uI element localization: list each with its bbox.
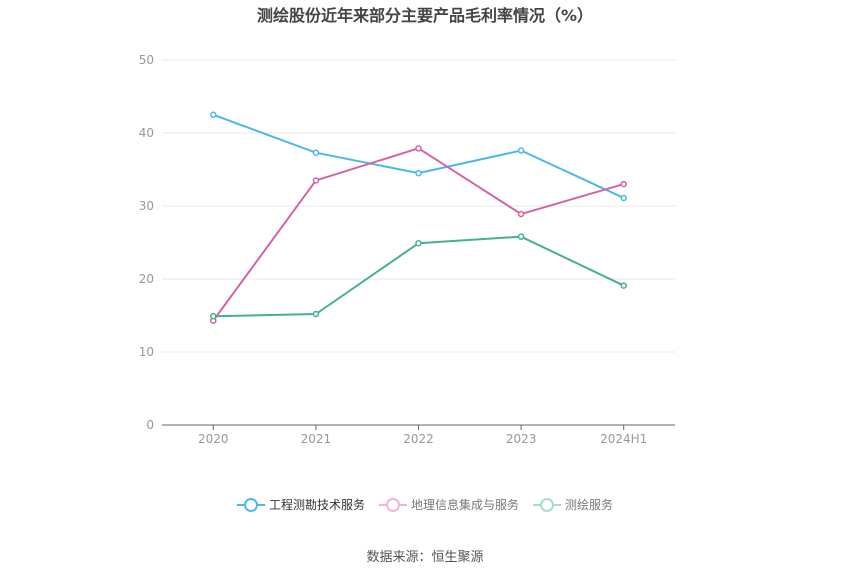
chart-title: 测绘股份近年来部分主要产品毛利率情况（%） bbox=[256, 6, 594, 25]
legend-swatch-icon bbox=[533, 497, 561, 512]
axes: 0 10 20 30 40 50 2020 2021 2022 2023 2024H1 bbox=[139, 53, 675, 446]
data-point bbox=[312, 149, 320, 156]
y-tick-label: 20 bbox=[139, 272, 154, 286]
data-point bbox=[210, 312, 217, 320]
data-point bbox=[312, 310, 320, 318]
legend-item-0[interactable]: 工程测勘技术服务 bbox=[236, 496, 365, 513]
data-point bbox=[517, 210, 525, 218]
legend-swatch-icon bbox=[236, 497, 265, 512]
data-point bbox=[415, 145, 422, 152]
y-tick-label: 10 bbox=[139, 345, 154, 359]
legend-label: 地理信息集成与服务 bbox=[410, 498, 519, 512]
y-tick-label: 0 bbox=[146, 418, 154, 432]
series-line bbox=[212, 113, 625, 199]
data-point bbox=[620, 282, 627, 289]
data-point bbox=[620, 194, 627, 202]
legend-swatch-icon bbox=[378, 497, 407, 512]
data-point bbox=[415, 239, 422, 247]
y-tick-label: 50 bbox=[139, 53, 154, 67]
legend-label: 测绘服务 bbox=[565, 498, 614, 512]
x-tick-label: 2023 bbox=[506, 432, 537, 446]
data-point bbox=[415, 169, 422, 177]
grid-lines bbox=[162, 59, 675, 353]
data-point bbox=[620, 180, 627, 188]
source-note: 数据来源：恒生聚源 bbox=[366, 550, 484, 565]
y-tick-label: 40 bbox=[139, 126, 154, 140]
legend-label: 工程测勘技术服务 bbox=[268, 498, 365, 512]
data-point bbox=[517, 147, 525, 154]
legend-item-2[interactable]: 测绘服务 bbox=[533, 496, 613, 513]
legend: 工程测勘技术服务 地理信息集成与服务 测绘服务 bbox=[0, 496, 850, 513]
legend-item-1[interactable]: 地理信息集成与服务 bbox=[378, 496, 519, 513]
data-point bbox=[312, 177, 320, 184]
x-tick-label: 2024H1 bbox=[600, 432, 647, 446]
series-1 bbox=[210, 145, 627, 324]
series-line bbox=[213, 235, 625, 318]
series-2 bbox=[210, 233, 627, 320]
data-point bbox=[210, 111, 217, 118]
series-lines bbox=[210, 111, 627, 324]
y-tick-label: 30 bbox=[139, 199, 154, 213]
series-0 bbox=[210, 111, 627, 202]
x-tick-label: 2021 bbox=[301, 432, 332, 446]
x-tick-label: 2022 bbox=[403, 432, 434, 446]
x-tick-label: 2020 bbox=[198, 432, 229, 446]
data-point bbox=[517, 233, 525, 240]
